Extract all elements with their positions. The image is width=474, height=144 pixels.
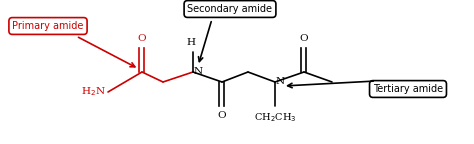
Text: CH$_2$CH$_3$: CH$_2$CH$_3$ [254,111,296,124]
Text: O: O [137,34,146,43]
Text: O: O [300,34,308,43]
Text: H$_2$N: H$_2$N [81,86,106,98]
Text: Primary amide: Primary amide [12,21,84,31]
Text: O: O [218,111,226,120]
Text: N: N [276,77,285,87]
Text: H: H [186,38,195,47]
Text: Secondary amide: Secondary amide [188,4,273,14]
Text: Tertiary amide: Tertiary amide [373,84,443,94]
Text: N: N [194,68,203,76]
